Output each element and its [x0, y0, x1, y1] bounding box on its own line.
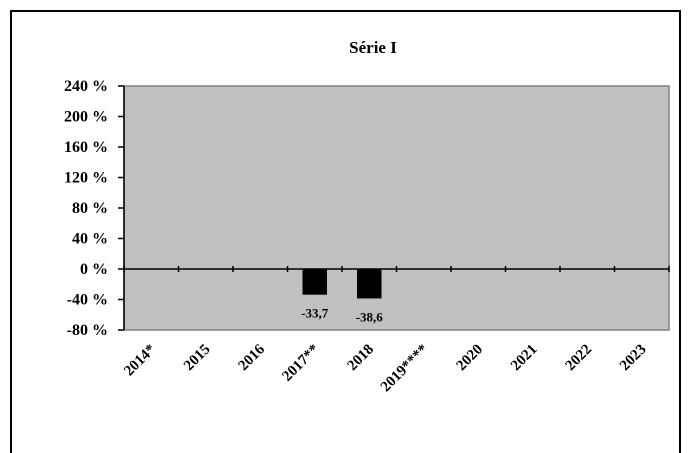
x-tick-label: 2022 — [563, 342, 596, 375]
x-tick-label: 2020 — [454, 342, 487, 375]
y-tick-label: 80 % — [72, 200, 108, 217]
bar-2017** — [302, 269, 328, 295]
data-label: -33,7 — [301, 306, 329, 321]
x-tick-label: 2016 — [236, 341, 269, 374]
x-tick-label: 2018 — [345, 342, 378, 375]
y-tick-label: 240 % — [64, 78, 108, 95]
data-label: -38,6 — [356, 309, 384, 324]
plot-area — [123, 85, 670, 331]
y-tick-label: 40 % — [72, 231, 108, 248]
chart-title: Série I — [349, 38, 397, 57]
x-tick-label: 2023 — [617, 342, 650, 375]
x-tick-label: 2014* — [121, 342, 159, 380]
y-tick-label: -80 % — [67, 322, 108, 339]
x-tick-label: 2019**** — [378, 342, 432, 396]
x-tick-label: 2017** — [279, 342, 322, 385]
y-tick-label: -40 % — [67, 292, 108, 309]
y-tick-label: 120 % — [64, 170, 108, 187]
x-tick-label: 2021 — [508, 342, 541, 375]
x-tick-label: 2015 — [181, 342, 214, 375]
y-tick-label: 160 % — [64, 139, 108, 156]
y-tick-label: 200 % — [64, 109, 108, 126]
bar-2018 — [356, 269, 382, 299]
y-tick-label: 0 % — [80, 261, 108, 278]
